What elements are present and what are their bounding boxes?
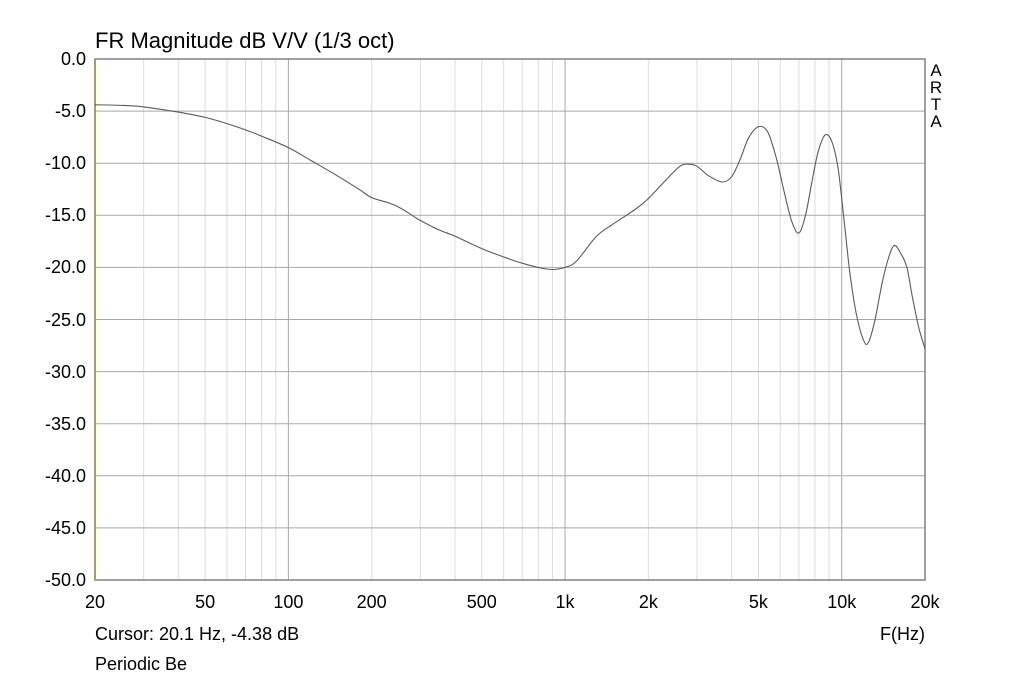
y-tick-label: -45.0 [44,517,86,538]
y-tick-label: -5.0 [54,101,86,122]
x-tick-label: 100 [273,592,304,612]
y-tick-label: -50.0 [44,570,86,590]
y-tick-label: -15.0 [44,205,86,226]
x-tick-label: 2k [638,592,658,612]
arta-letter: T [930,95,942,114]
device-name: Periodic Be [95,654,188,674]
frequency-response-curve [94,104,926,349]
x-tick-label: 50 [195,592,216,612]
y-tick-label: -20.0 [44,257,86,278]
arta-letter: A [930,61,942,80]
y-tick-label: -35.0 [44,413,86,434]
x-tick-label: 20k [910,592,940,612]
chart-title: FR Magnitude dB V/V (1/3 oct) [95,28,395,53]
x-tick-label: 20 [84,592,106,612]
arta-letter: R [929,78,943,97]
x-tick-label: 5k [748,592,768,612]
y-tick-label: -10.0 [44,153,86,174]
y-tick-label: 0.0 [60,49,86,69]
arta-watermark: A R T A [929,62,943,130]
x-tick-label: 10k [827,592,857,612]
x-tick-label: 1k [555,592,575,612]
x-tick-label: 500 [466,592,497,612]
arta-letter: A [930,112,942,131]
y-tick-label: -25.0 [44,309,86,330]
x-axis-label: F(Hz) [880,624,925,644]
x-tick-label: 200 [356,592,387,612]
y-tick-label: -40.0 [44,465,86,486]
y-tick-label: -30.0 [44,361,86,382]
grid-lines [95,59,925,580]
cursor-readout: Cursor: 20.1 Hz, -4.38 dB [95,624,300,644]
